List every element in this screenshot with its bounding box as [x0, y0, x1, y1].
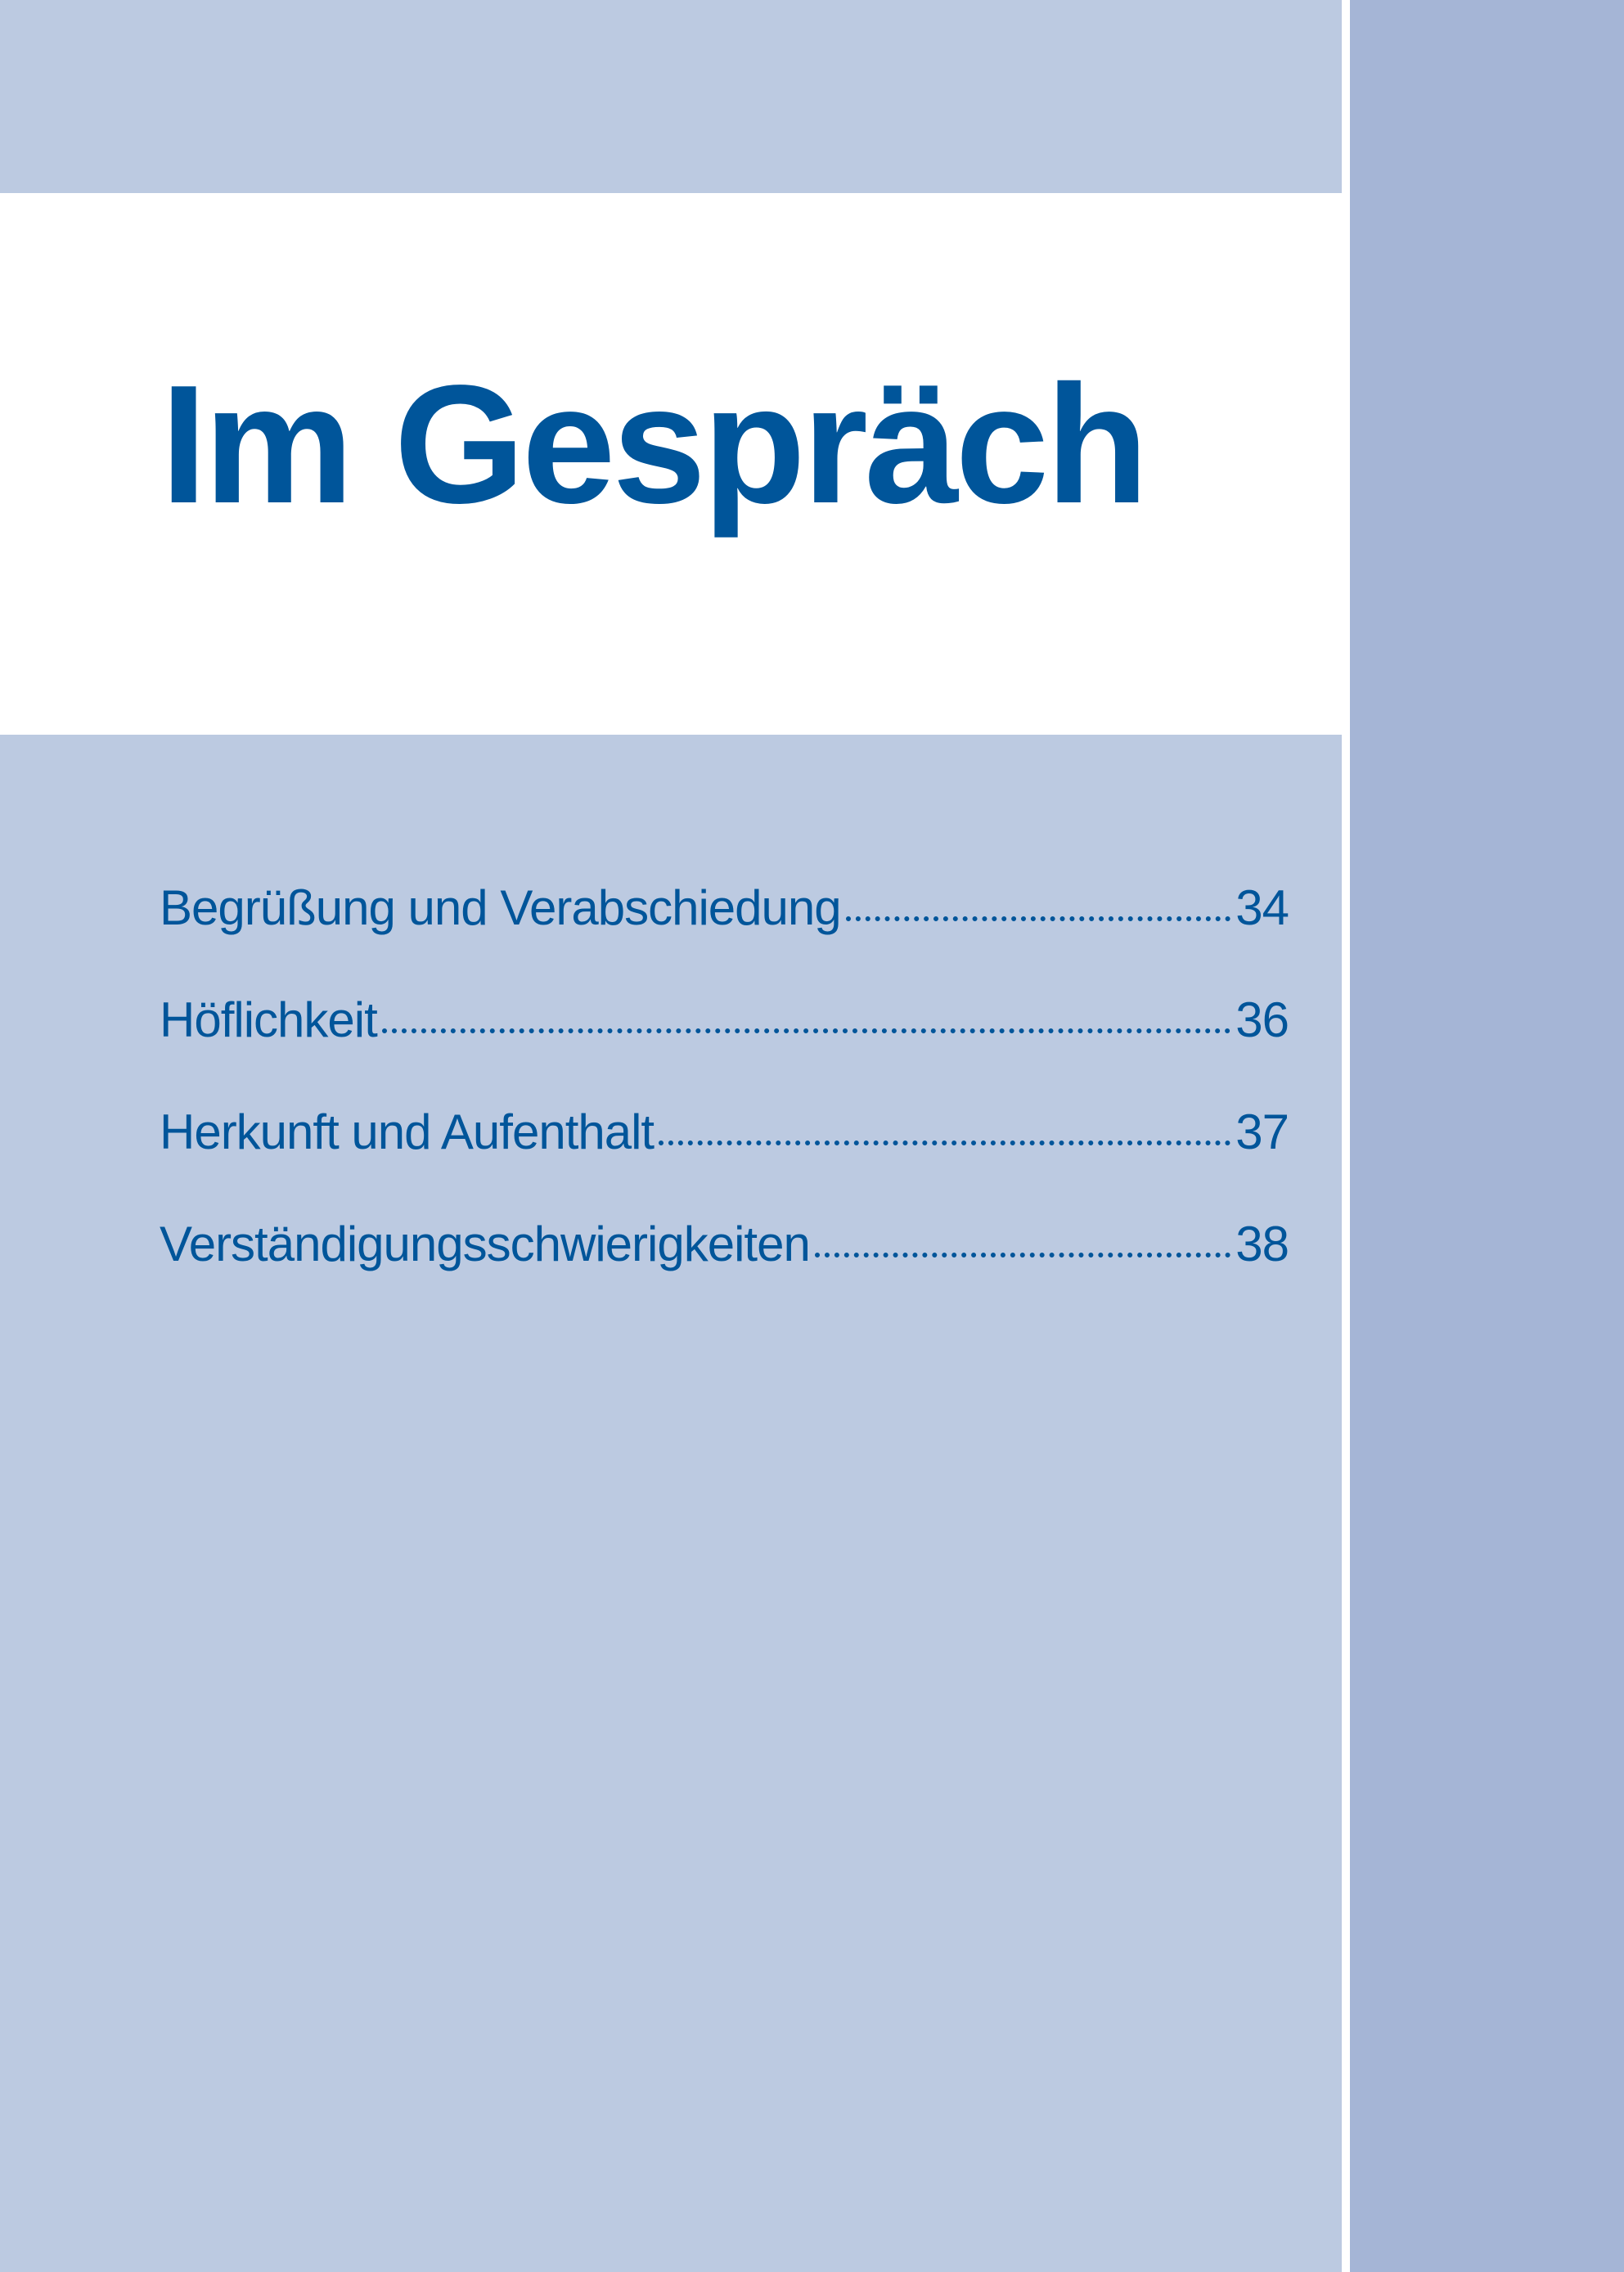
toc-entry-page: 37: [1235, 1105, 1289, 1159]
toc-entry-page: 36: [1235, 992, 1289, 1047]
toc-entry[interactable]: Herkunft und Aufenthalt 37: [160, 1104, 1289, 1216]
toc-dot-leader: [659, 1140, 1231, 1145]
contents-panel: [0, 735, 1342, 2272]
top-color-band: [0, 0, 1342, 193]
toc-dot-leader: [845, 916, 1231, 921]
toc-entry-label: Begrüßung und Verabschiedung: [160, 880, 842, 935]
toc-entry[interactable]: Begrüßung und Verabschiedung 34: [160, 880, 1289, 992]
side-color-strip: [1350, 0, 1624, 2272]
toc-dot-leader: [381, 1028, 1231, 1033]
chapter-title: Im Gespräch: [160, 350, 1149, 538]
toc-entry-page: 38: [1235, 1217, 1289, 1271]
toc-entry-label: Verständigungsschwierigkeiten: [160, 1217, 811, 1271]
toc-entry-page: 34: [1235, 880, 1289, 935]
toc-entry[interactable]: Höflichkeit 36: [160, 992, 1289, 1104]
toc-entry-label: Herkunft und Aufenthalt: [160, 1105, 655, 1159]
toc-entry[interactable]: Verständigungsschwierigkeiten 38: [160, 1216, 1289, 1328]
toc-dot-leader: [814, 1253, 1231, 1257]
toc-entry-label: Höflichkeit: [160, 992, 378, 1047]
table-of-contents: Begrüßung und Verabschiedung 34 Höflichk…: [160, 880, 1289, 1328]
title-panel: [0, 193, 1342, 735]
